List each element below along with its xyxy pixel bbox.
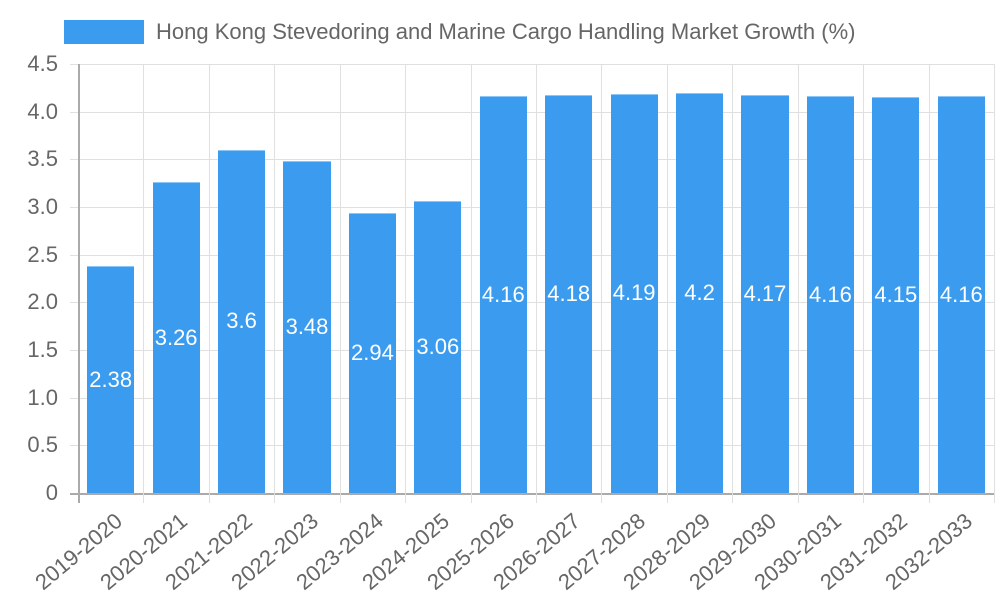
legend-label: Hong Kong Stevedoring and Marine Cargo H…: [156, 19, 856, 44]
gridline-vertical: [471, 64, 472, 503]
gridline-horizontal: [70, 350, 994, 351]
gridline-vertical: [994, 64, 995, 503]
gridline-horizontal: [70, 112, 994, 113]
gridline-vertical: [863, 64, 864, 503]
y-axis-tick-label: 3.0: [27, 194, 58, 219]
gridline-vertical: [405, 64, 406, 503]
y-axis-tick-label: 3.5: [27, 146, 58, 172]
y-axis-tick-label: 0.5: [27, 432, 58, 458]
bar[interactable]: [348, 212, 396, 493]
bar-value-label: 4.2: [684, 279, 715, 305]
bar-value-label: 4.17: [743, 281, 787, 307]
gridline-horizontal: [70, 255, 994, 256]
bar[interactable]: [479, 96, 527, 493]
bar-value-label: 4.19: [612, 280, 656, 306]
y-axis-tick-label: 1.5: [27, 337, 58, 362]
bar[interactable]: [610, 93, 658, 493]
y-axis-tick-label: 1.0: [27, 384, 58, 410]
legend-swatch: [64, 20, 144, 44]
gridline-vertical: [536, 64, 537, 503]
bar[interactable]: [283, 161, 331, 493]
y-axis-tick-label: 4.5: [27, 51, 58, 76]
bar[interactable]: [87, 266, 135, 493]
y-axis-tick-label: 4.0: [27, 98, 58, 124]
gridline-horizontal: [70, 64, 994, 65]
bar[interactable]: [872, 97, 920, 493]
bar-value-label: 3.26: [154, 324, 198, 350]
bar[interactable]: [414, 201, 462, 493]
bar-value-label: 4.18: [547, 280, 591, 306]
bar-value-label: 4.16: [481, 281, 525, 307]
gridline-horizontal: [70, 493, 994, 495]
gridline-horizontal: [70, 398, 994, 399]
bar[interactable]: [152, 182, 200, 493]
gridline-horizontal: [70, 445, 994, 446]
y-axis-line: [78, 64, 80, 503]
bar-value-label: 3.48: [285, 314, 329, 340]
y-axis-tick-label: 2.0: [27, 289, 58, 315]
gridline-vertical: [601, 64, 602, 503]
legend[interactable]: Hong Kong Stevedoring and Marine Cargo H…: [64, 19, 856, 44]
bar[interactable]: [806, 96, 854, 493]
bar[interactable]: [741, 95, 789, 493]
gridline-vertical: [209, 64, 210, 503]
bar-value-label: 3.6: [226, 308, 257, 334]
bar-value-label: 4.16: [939, 281, 983, 307]
bar-value-label: 2.94: [351, 339, 394, 365]
bar[interactable]: [218, 149, 266, 493]
bar[interactable]: [937, 96, 985, 493]
gridline-vertical: [667, 64, 668, 503]
gridline-horizontal: [70, 159, 994, 160]
gridline-vertical: [798, 64, 799, 503]
bar[interactable]: [676, 92, 724, 493]
gridline-vertical: [929, 64, 930, 503]
y-axis-tick-label: 2.5: [27, 241, 58, 267]
gridline-vertical: [340, 64, 341, 503]
y-axis-tick-label: 0: [45, 480, 58, 505]
gridline-vertical: [143, 64, 144, 503]
bar-value-label: 3.06: [416, 334, 460, 360]
bar-value-label: 2.38: [89, 366, 133, 392]
bar-value-label: 4.16: [809, 281, 852, 307]
gridline-horizontal: [70, 302, 994, 303]
bar-value-label: 4.15: [874, 282, 918, 308]
gridline-horizontal: [70, 207, 994, 208]
gridline-vertical: [274, 64, 275, 503]
gridline-vertical: [732, 64, 733, 503]
bar[interactable]: [545, 94, 593, 493]
